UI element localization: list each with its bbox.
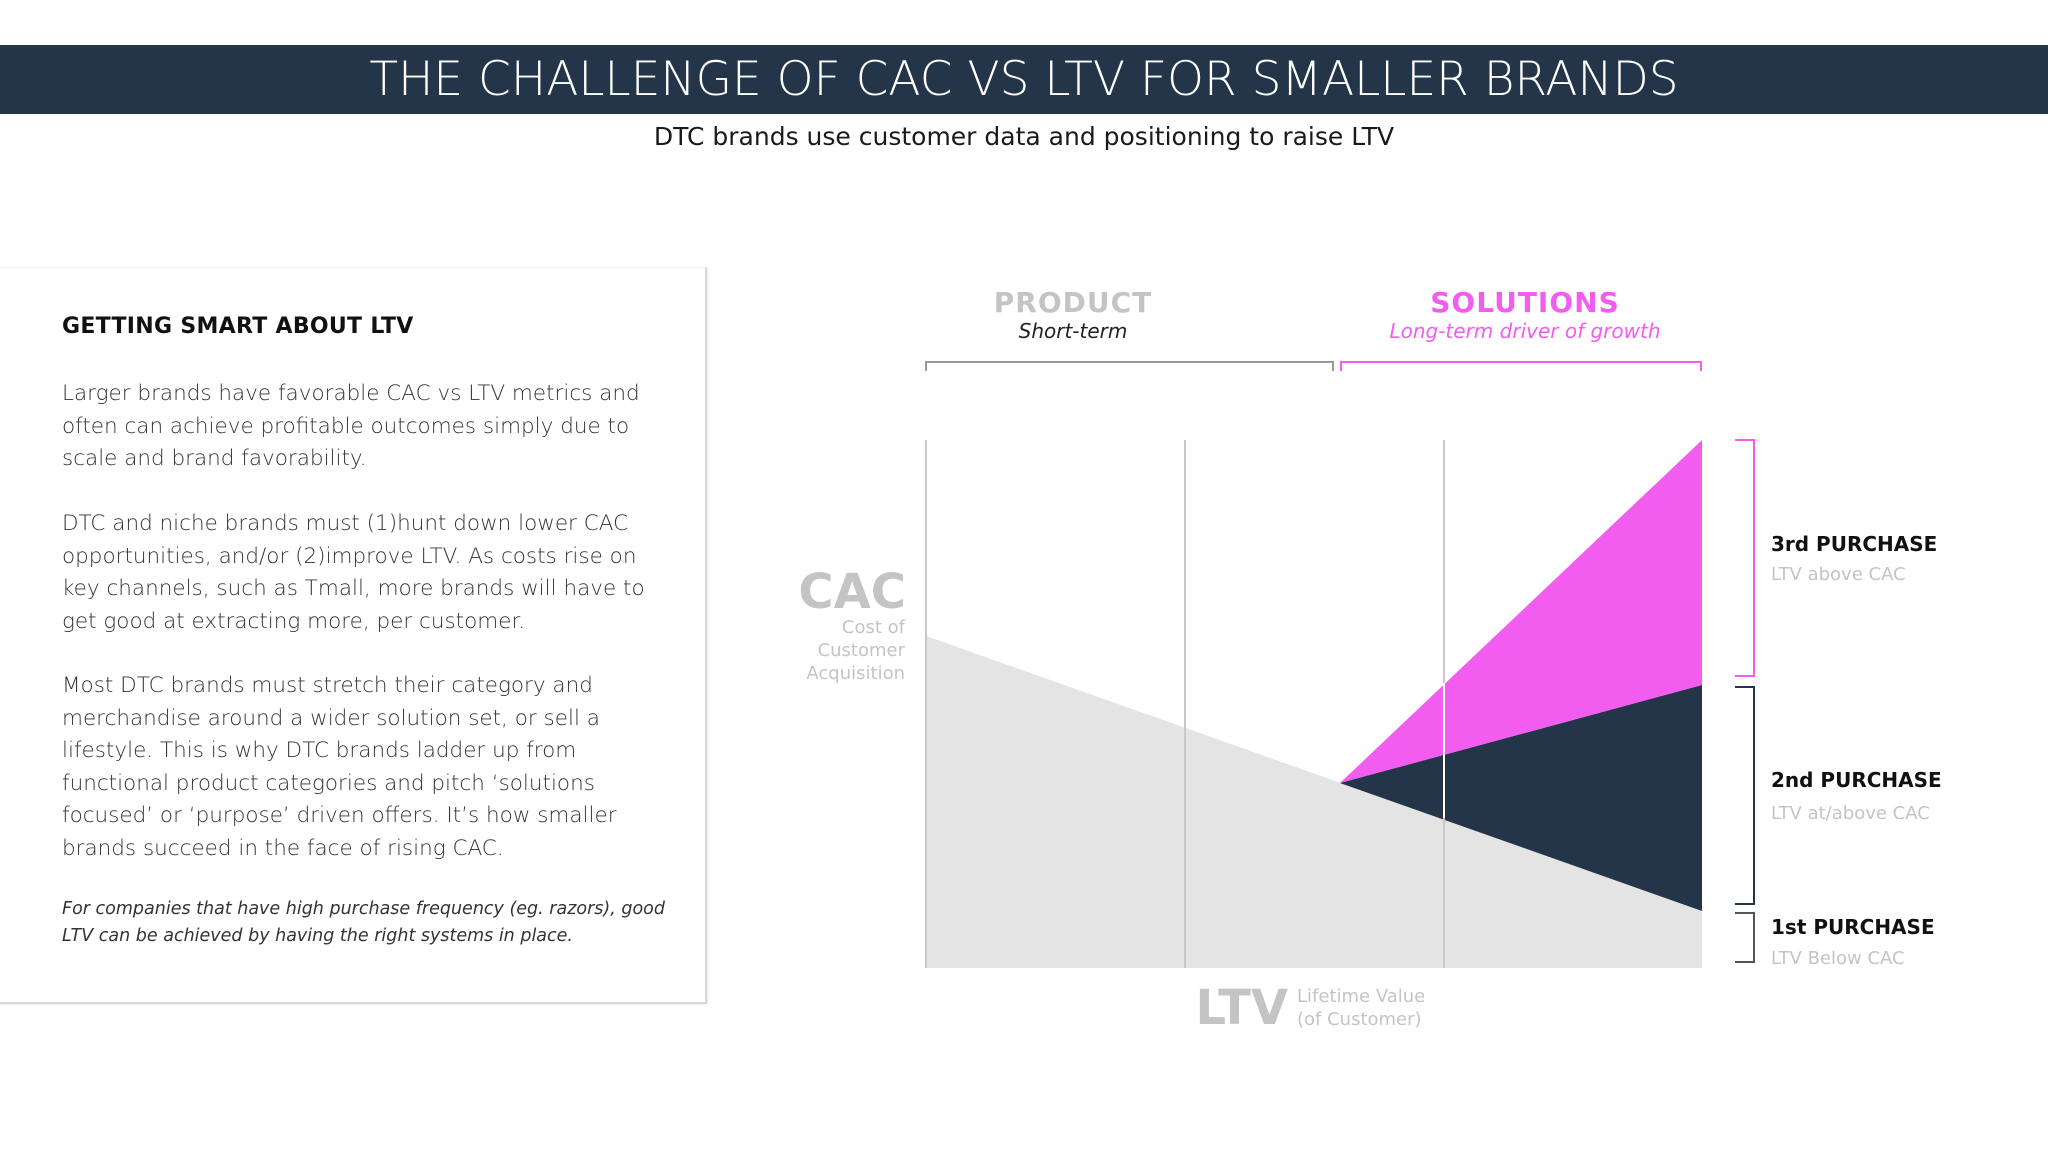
product-bracket — [925, 361, 1334, 371]
cac-label: CAC — [798, 564, 906, 620]
solutions-sublabel: Long-term driver of growth — [1389, 319, 1660, 343]
first-purchase-title: 1st PURCHASE — [1771, 915, 1935, 939]
ltv-desc-line-1: Lifetime Value — [1297, 986, 1425, 1007]
cac-desc-line-2: Customer — [818, 640, 906, 661]
second-purchase-desc: LTV at/above CAC — [1771, 803, 1930, 824]
third-purchase-title: 3rd PURCHASE — [1771, 532, 1937, 556]
first-purchase-bracket — [1735, 912, 1755, 963]
first-purchase-desc: LTV Below CAC — [1771, 948, 1905, 969]
info-card: GETTING SMART ABOUT LTV Larger brands ha… — [0, 267, 707, 1004]
card-paragraph-3: Most DTC brands must stretch their categ… — [62, 673, 617, 861]
third-purchase-desc: LTV above CAC — [1771, 564, 1906, 585]
card-paragraph-1: Larger brands have favorable CAC vs LTV … — [62, 381, 640, 471]
card-paragraph-2: DTC and niche brands must (1)hunt down l… — [62, 511, 645, 634]
cac-desc-line-1: Cost of — [842, 617, 906, 638]
solutions-bracket — [1340, 361, 1702, 371]
gray-cac-area — [926, 636, 1702, 968]
page-title: THE CHALLENGE OF CAC VS LTV FOR SMALLER … — [369, 52, 1679, 107]
title-bar: THE CHALLENGE OF CAC VS LTV FOR SMALLER … — [0, 45, 2048, 114]
page-subtitle: DTC brands use customer data and positio… — [653, 122, 1395, 151]
product-sublabel: Short-term — [1019, 319, 1128, 343]
card-heading: GETTING SMART ABOUT LTV — [62, 314, 414, 339]
product-label: PRODUCT — [994, 286, 1153, 319]
ltv-label: LTV — [1195, 980, 1288, 1036]
ltv-desc-line-2: (of Customer) — [1297, 1009, 1422, 1030]
solutions-label: SOLUTIONS — [1430, 286, 1619, 319]
magenta-ltv-wedge — [1340, 440, 1702, 783]
card-note: For companies that have high purchase fr… — [62, 899, 665, 946]
second-purchase-bracket — [1735, 686, 1755, 905]
third-purchase-bracket — [1735, 439, 1755, 677]
cac-desc-line-3: Acquisition — [806, 663, 905, 684]
second-purchase-title: 2nd PURCHASE — [1771, 768, 1942, 792]
navy-ltv-wedge — [1340, 685, 1702, 911]
